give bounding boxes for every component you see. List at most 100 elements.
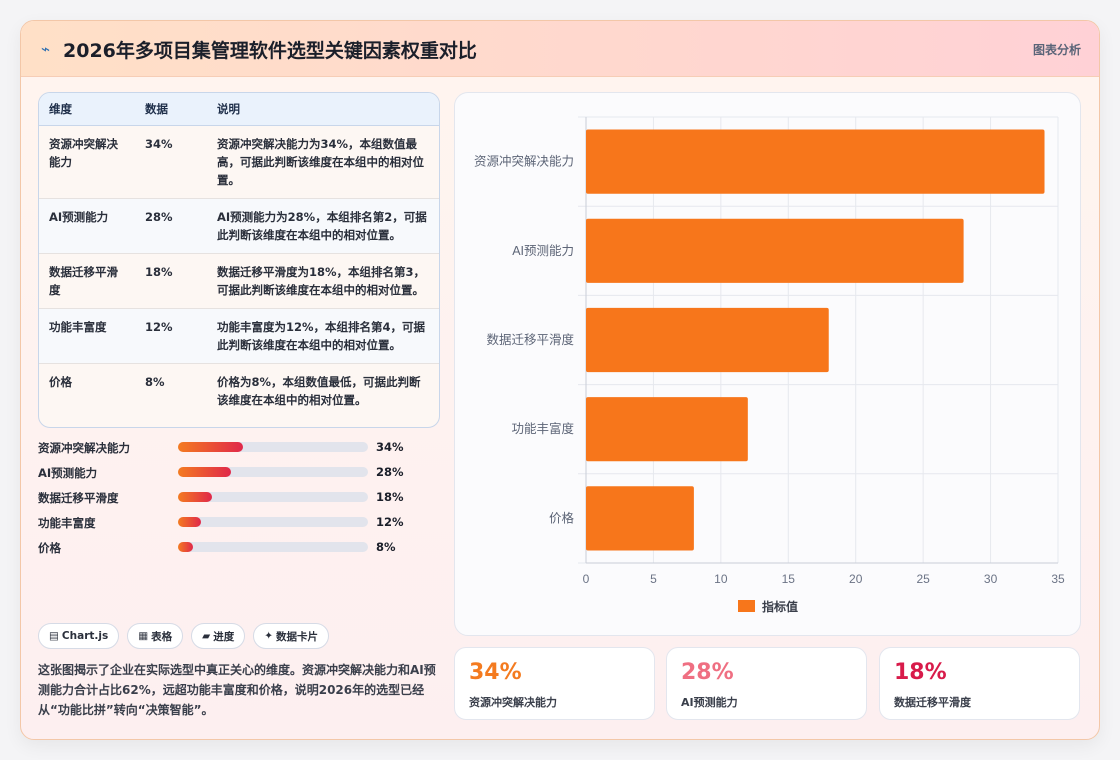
chart-logo-icon: ⌁ [41, 40, 51, 58]
table-row: 功能丰富度 12% 功能丰富度为12%，本组排名第4，可据此判断该维度在本组中的… [39, 308, 439, 364]
y-tick-label: 功能丰富度 [511, 421, 574, 436]
progress-track [178, 517, 368, 527]
bar [586, 307, 829, 373]
table-header-description: 说明 [207, 93, 439, 126]
progress-row: 资源冲突解决能力 34% [38, 438, 440, 463]
table-icon: ▦ [138, 630, 149, 642]
stat-card: 28% AI预测能力 [666, 647, 867, 720]
progress-track [178, 492, 368, 502]
progress-value: 34% [376, 440, 404, 454]
progress-row: AI预测能力 28% [38, 463, 440, 488]
table-cell-value: 28% [135, 198, 207, 254]
stat-caption: AI预测能力 [681, 696, 738, 709]
x-tick-label: 20 [849, 572, 863, 586]
table-cell-dimension: 数据迁移平滑度 [39, 253, 135, 309]
table-row: 数据迁移平滑度 18% 数据迁移平滑度为18%，本组排名第3，可据此判断该维度在… [39, 253, 439, 309]
chart-analysis-tag: 图表分析 [1032, 43, 1081, 57]
x-tick-label: 10 [714, 572, 728, 586]
sparkle-icon: ✦ [264, 630, 274, 642]
table-cell-description: 数据迁移平滑度为18%，本组排名第3，可据此判断该维度在本组中的相对位置。 [207, 253, 439, 309]
progress-track [178, 442, 368, 452]
header: ⌁ 2026年多项目集管理软件选型关键因素权重对比 图表分析 [21, 21, 1099, 77]
bar-chart: 0 5 10 15 20 25 30 35 资源冲突解决能力 AI预测能力数据迁移平滑度功能丰富度… [474, 116, 1065, 614]
table-cell-description: 功能丰富度为12%，本组排名第4，可据此判断该维度在本组中的相对位置。 [207, 308, 439, 364]
progress-fill [178, 467, 232, 477]
progress-row: 价格 8% [38, 538, 440, 563]
progress-label: 功能丰富度 [38, 516, 96, 530]
x-tick-label: 5 [650, 572, 657, 586]
x-tick-label: 0 [583, 572, 590, 586]
data-table: 维度 数据 说明 资源冲突解决能力 34% 资源冲突解决能力为34%，本组数值最… [38, 92, 440, 428]
table-cell-value: 8% [145, 374, 165, 389]
summary-note: 这张图揭示了企业在实际选型中真正关心的维度。资源冲突解决能力和AI预测能力合计占… [38, 663, 436, 717]
bar [586, 129, 1045, 194]
progress-value: 18% [376, 490, 404, 504]
progress-label: 资源冲突解决能力 [38, 441, 130, 455]
y-tick-label: 资源冲突解决能力 [474, 154, 574, 169]
progress-fill [178, 492, 213, 502]
table-row: 资源冲突解决能力 34% 资源冲突解决能力为34%，本组数值最高，可据此判断该维… [39, 125, 439, 199]
x-tick-label: 15 [782, 572, 796, 586]
y-tick-label: 数据迁移平滑度 [486, 332, 574, 347]
table-cell-value: 34% [135, 125, 207, 199]
table-header-value: 数据 [135, 93, 207, 126]
progress-value: 28% [376, 465, 404, 479]
chip-label: 进度 [213, 630, 235, 643]
progress-row: 数据迁移平滑度 18% [38, 488, 440, 513]
progress-label: 数据迁移平滑度 [38, 491, 119, 505]
chip-label: 数据卡片 [276, 630, 319, 643]
legend-swatch [738, 600, 755, 612]
stat-card: 34% 资源冲突解决能力 [454, 647, 655, 720]
table-cell-dimension: 资源冲突解决能力 [39, 125, 135, 199]
page-title: 2026年多项目集管理软件选型关键因素权重对比 [63, 40, 477, 62]
table-cell-dimension: 价格 [49, 374, 72, 389]
progress-list: 资源冲突解决能力 34% AI预测能力 28% 数据迁移平滑度 18% 功能丰富… [38, 438, 440, 563]
table-cell-description: 资源冲突解决能力为34%，本组数值最高，可据此判断该维度在本组中的相对位置。 [207, 125, 439, 199]
table-row: AI预测能力 28% AI预测能力为28%，本组排名第2，可据此判断该维度在本组… [39, 198, 439, 254]
table-cell-dimension: AI预测能力 [39, 198, 135, 254]
table-cell-description: 价格为8%，本组数值最低，可据此判断该维度在本组中的相对位置。 [217, 374, 421, 407]
bar [586, 486, 694, 551]
chip-table[interactable]: ▦ 表格 [127, 623, 184, 649]
progress-label: AI预测能力 [38, 466, 98, 480]
stat-card: 18% 数据迁移平滑度 [879, 647, 1080, 720]
bar-chart-panel: 0 5 10 15 20 25 30 35 资源冲突解决能力 AI预测能力数据迁移平滑度功能丰富度… [454, 92, 1081, 636]
stat-caption: 数据迁移平滑度 [894, 696, 971, 709]
y-tick-label: 价格 [549, 510, 575, 525]
stat-cards: 34% 资源冲突解决能力 28% AI预测能力 18% 数据迁移平滑度 [454, 647, 1081, 721]
table-cell-value: 12% [135, 308, 207, 364]
chart-icon: ▤ [49, 630, 59, 642]
stat-value: 34% [469, 660, 522, 685]
chip-group: ▤ Chart.js ▦ 表格 ▰ 进度 ✦ 数据卡片 [38, 623, 330, 649]
table-row: 价格 8% 价格为8%，本组数值最低，可据此判断该维度在本组中的相对位置。 [39, 363, 439, 418]
table-header-dimension: 维度 [39, 93, 135, 126]
stat-value: 28% [681, 660, 734, 685]
bar [586, 218, 964, 283]
table-cell-description: AI预测能力为28%，本组排名第2，可据此判断该维度在本组中的相对位置。 [207, 198, 439, 254]
table-cell-value: 18% [135, 253, 207, 309]
x-tick-label: 35 [1051, 572, 1065, 586]
bar [586, 397, 748, 462]
progress-label: 价格 [38, 541, 61, 555]
progress-track [178, 467, 368, 477]
progress-value: 8% [376, 540, 396, 554]
progress-value: 12% [376, 515, 404, 529]
chip-label: Chart.js [61, 630, 109, 642]
x-tick-label: 30 [984, 572, 998, 586]
stat-caption: 资源冲突解决能力 [469, 696, 557, 709]
chip-progress[interactable]: ▰ 进度 [191, 623, 246, 649]
progress-row: 功能丰富度 12% [38, 513, 440, 538]
chip-chartjs[interactable]: ▤ Chart.js [38, 623, 120, 649]
progress-track [178, 542, 368, 552]
progress-fill [178, 442, 243, 452]
chip-data-card[interactable]: ✦ 数据卡片 [253, 623, 330, 649]
stat-value: 18% [894, 660, 947, 685]
progress-fill [178, 517, 201, 527]
progress-fill [178, 542, 194, 552]
y-tick-label: AI预测能力 [512, 244, 574, 258]
table-cell-dimension: 功能丰富度 [39, 308, 135, 364]
progress-icon: ▰ [202, 630, 211, 642]
x-tick-label: 25 [916, 572, 930, 586]
table-header-row: 维度 数据 说明 [39, 93, 439, 126]
legend-label: 指标值 [762, 599, 798, 614]
